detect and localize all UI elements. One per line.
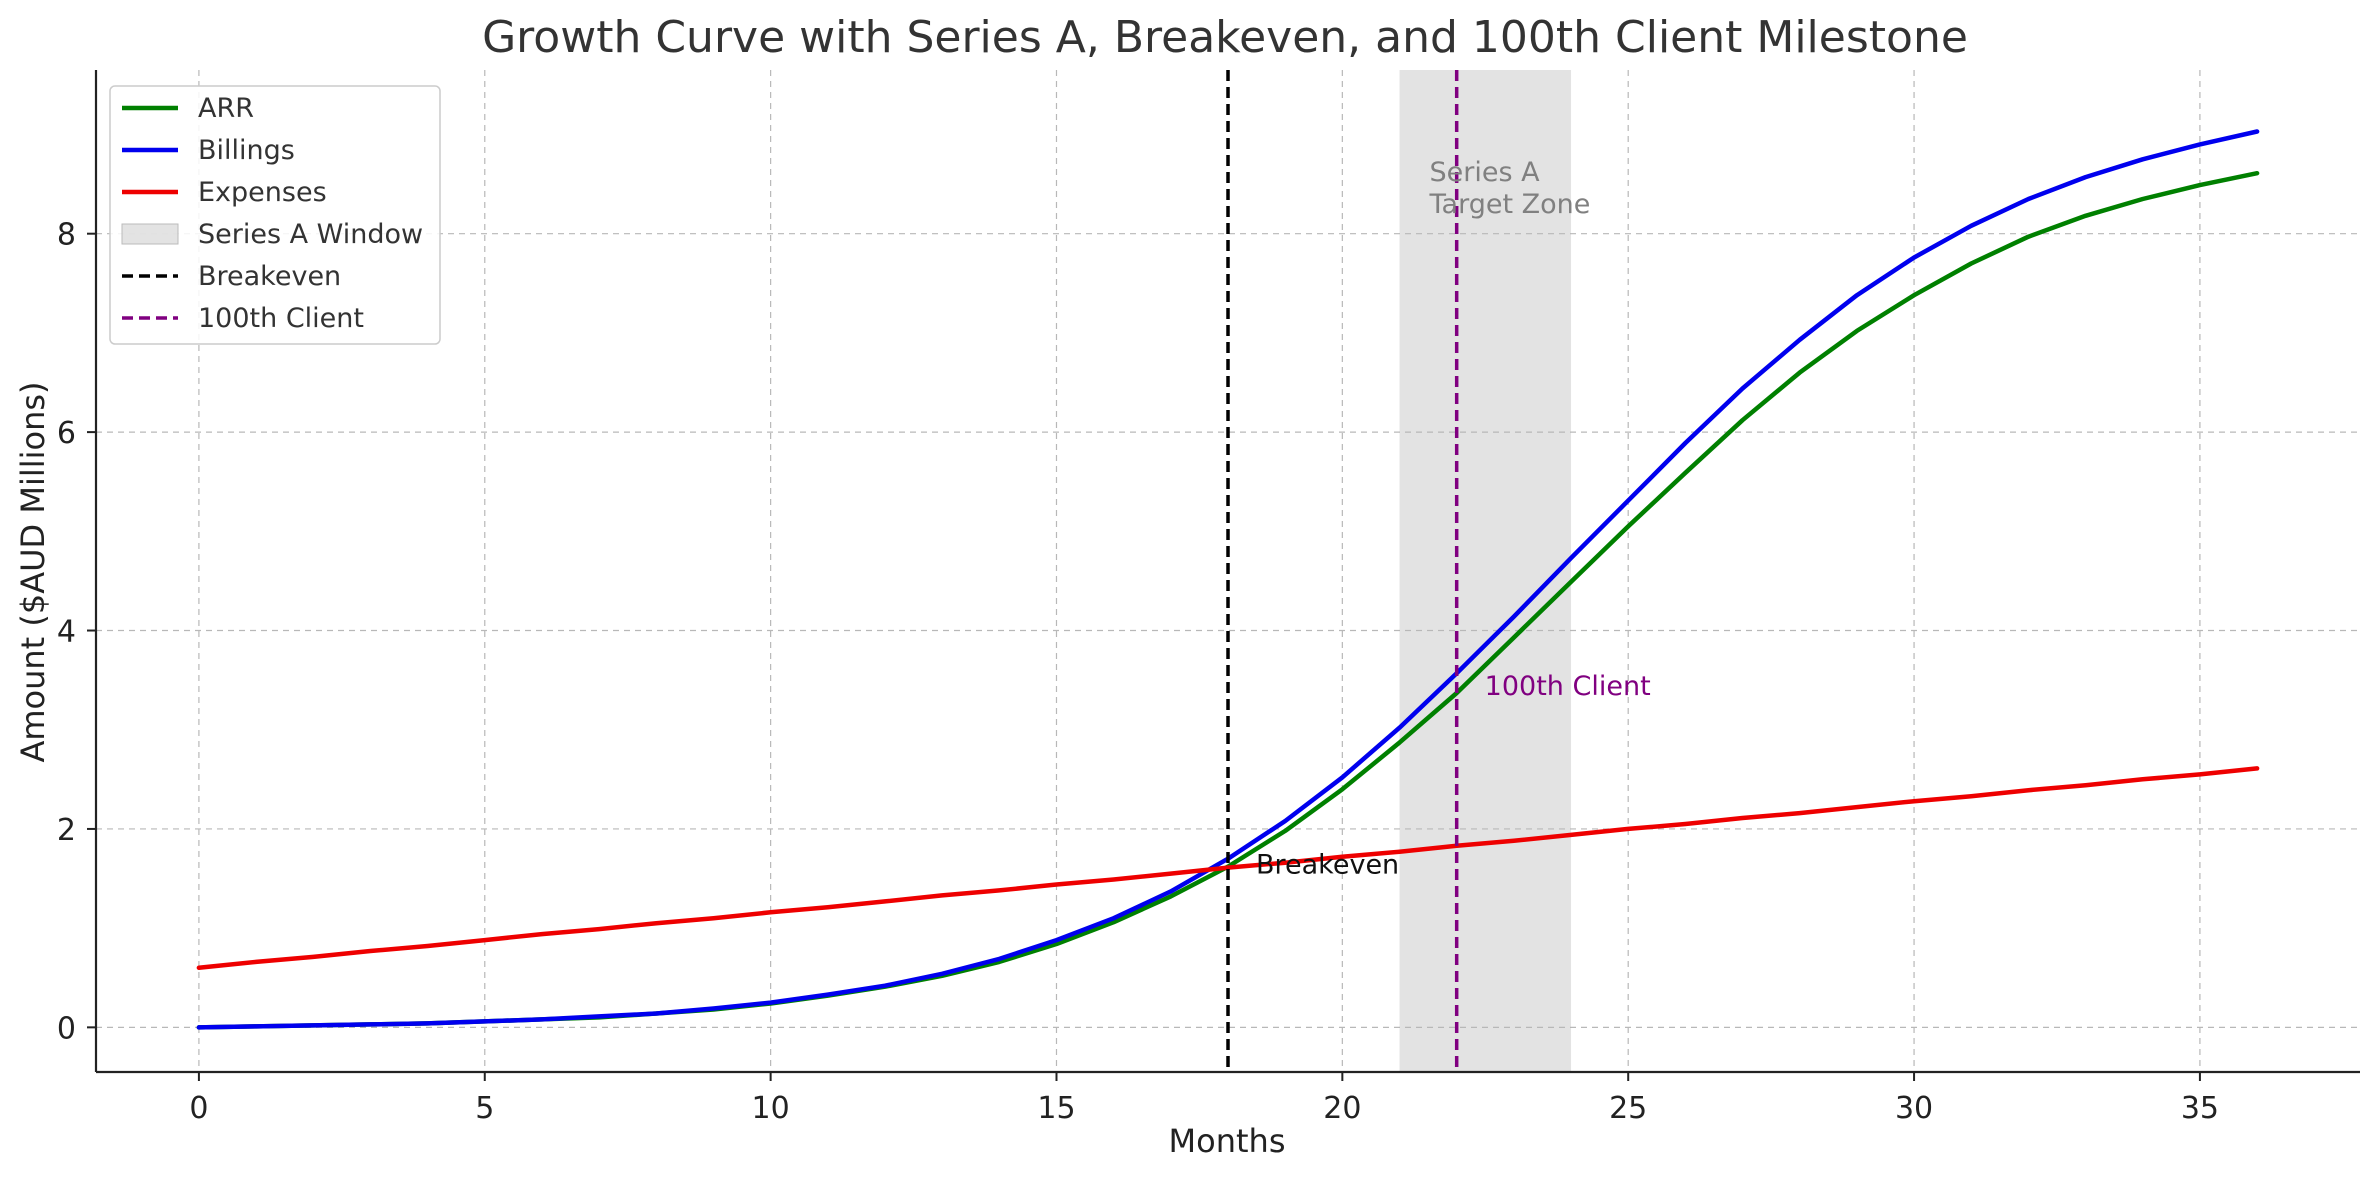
- x-axis-title: Months: [1169, 1122, 1286, 1160]
- legend-label-expenses: Expenses: [198, 177, 327, 208]
- legend-label-breakeven: Breakeven: [198, 261, 341, 292]
- series-line-expenses: [196, 766, 2260, 971]
- series-a-zone-label: Target Zone: [1429, 189, 1591, 220]
- breakeven-annotation: Breakeven: [1256, 850, 1399, 881]
- series-a-window-band: [1399, 70, 1572, 1072]
- legend-label-arr: ARR: [198, 93, 254, 124]
- legend-label-100th-client: 100th Client: [198, 303, 364, 334]
- legend-label-series-a-window: Series A Window: [198, 219, 423, 250]
- legend-swatch-series-a-window: [121, 223, 179, 245]
- x-tick-label: 10: [752, 1091, 790, 1126]
- y-tick-label: 8: [57, 218, 76, 253]
- y-tick-label: 4: [57, 615, 76, 650]
- client-100-annotation: 100th Client: [1485, 671, 1651, 702]
- x-tick-label: 0: [189, 1091, 208, 1126]
- series-a-zone-label: Series A: [1430, 157, 1541, 188]
- x-tick-label: 5: [475, 1091, 494, 1126]
- y-tick-label: 6: [57, 416, 76, 451]
- y-axis-title: Amount ($AUD Millions): [14, 381, 52, 762]
- legend-label-billings: Billings: [198, 135, 295, 166]
- legend-box: [109, 85, 441, 345]
- legend: ARR Billings Expenses Series A Window Breake…: [109, 85, 441, 345]
- x-tick-label: 30: [1895, 1091, 1933, 1126]
- y-tick-label: 0: [57, 1011, 76, 1046]
- x-tick-label: 25: [1609, 1091, 1647, 1126]
- x-tick-label: 35: [2181, 1091, 2219, 1126]
- x-tick-label: 20: [1323, 1091, 1361, 1126]
- y-tick-label: 2: [57, 813, 76, 848]
- x-tick-label: 15: [1037, 1091, 1075, 1126]
- chart-title: Growth Curve with Series A, Breakeven, a…: [482, 12, 1968, 63]
